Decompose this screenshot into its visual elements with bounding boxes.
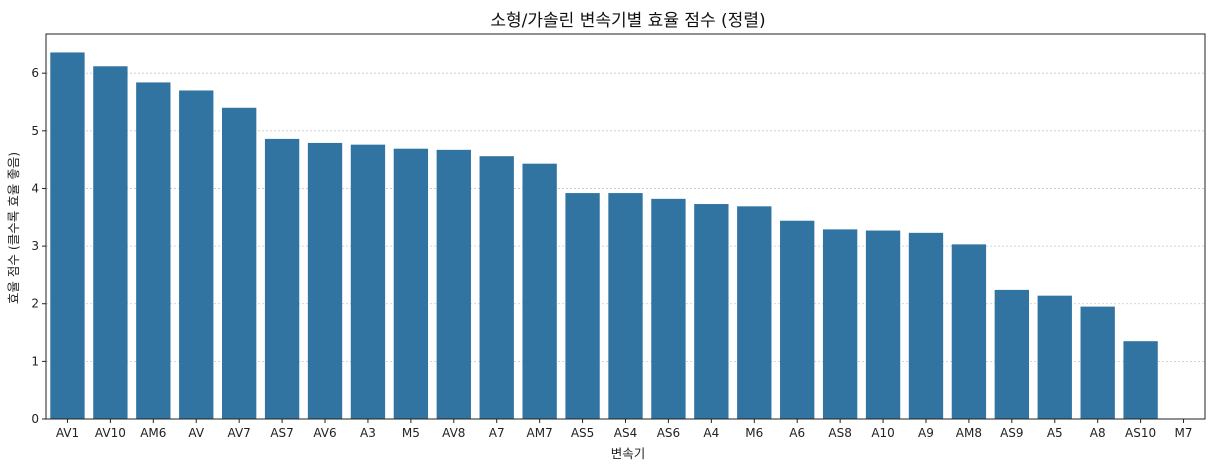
x-tick-label: AS10 xyxy=(1125,426,1156,440)
bar xyxy=(651,198,686,419)
x-tick-label: A8 xyxy=(1090,426,1106,440)
bar xyxy=(951,244,987,419)
x-tick-label: AS7 xyxy=(270,426,293,440)
bar xyxy=(608,193,643,419)
bar xyxy=(264,138,300,419)
bar xyxy=(136,82,171,419)
x-tick-label: A9 xyxy=(918,426,934,440)
x-tick-label: M5 xyxy=(402,426,420,440)
x-tick-label: M7 xyxy=(1175,426,1193,440)
y-axis-ticks: 0 1 2 3 4 5 6 xyxy=(31,66,46,426)
x-tick-label: A7 xyxy=(489,426,505,440)
y-tick-label: 1 xyxy=(31,354,39,368)
bar xyxy=(522,163,557,419)
bar xyxy=(1123,341,1158,419)
x-tick-label: M6 xyxy=(745,426,763,440)
x-tick-label: AS9 xyxy=(1000,426,1023,440)
bar xyxy=(1037,295,1072,419)
bar xyxy=(994,289,1030,419)
bar xyxy=(307,142,343,420)
x-tick-label: A3 xyxy=(360,426,376,440)
bar xyxy=(221,107,257,419)
x-tick-label: AV xyxy=(188,426,204,440)
x-tick-label: AS8 xyxy=(828,426,851,440)
bar xyxy=(93,66,128,419)
x-tick-label: AM8 xyxy=(956,426,982,440)
bar xyxy=(393,148,429,419)
bars xyxy=(50,52,1158,420)
x-tick-label: AM7 xyxy=(527,426,553,440)
x-tick-label: AV1 xyxy=(56,426,79,440)
bar xyxy=(780,220,815,419)
chart-title: 소형/가솔린 변속기별 효율 점수 (정렬) xyxy=(490,11,765,31)
bar xyxy=(479,156,514,420)
y-tick-label: 0 xyxy=(31,412,39,426)
bar xyxy=(908,232,944,419)
x-tick-label: AV8 xyxy=(442,426,465,440)
bar xyxy=(436,149,471,419)
bar xyxy=(350,144,386,419)
bar xyxy=(865,230,901,419)
x-tick-label: AS5 xyxy=(571,426,594,440)
x-tick-label: AM6 xyxy=(140,426,166,440)
x-axis-ticks: AV1 AV10 AM6 AV AV7 AS7 AV6 A3 M5 AV8 A7 AM7 AS5 AS4 A… xyxy=(56,419,1193,440)
bar xyxy=(822,229,858,419)
y-tick-label: 3 xyxy=(31,239,39,253)
x-tick-label: A5 xyxy=(1047,426,1063,440)
bar xyxy=(737,206,772,419)
bar xyxy=(565,193,600,419)
x-tick-label: A6 xyxy=(789,426,805,440)
y-tick-label: 2 xyxy=(31,297,39,311)
y-tick-label: 6 xyxy=(31,66,39,80)
bar xyxy=(694,204,729,419)
y-tick-label: 4 xyxy=(31,181,39,195)
bar xyxy=(179,90,214,420)
x-tick-label: A10 xyxy=(871,426,894,440)
bar xyxy=(50,52,85,419)
bar xyxy=(1080,306,1115,419)
x-tick-label: AV6 xyxy=(313,426,336,440)
x-tick-label: AV10 xyxy=(95,426,126,440)
y-axis-title: 효율 점수 (클수록 효율 좋음) xyxy=(6,152,21,304)
x-tick-label: AS6 xyxy=(657,426,680,440)
x-tick-label: AV7 xyxy=(228,426,251,440)
x-tick-label: AS4 xyxy=(614,426,637,440)
x-tick-label: A4 xyxy=(703,426,719,440)
x-axis-title: 변속기 xyxy=(611,446,646,461)
y-tick-label: 5 xyxy=(31,124,39,138)
